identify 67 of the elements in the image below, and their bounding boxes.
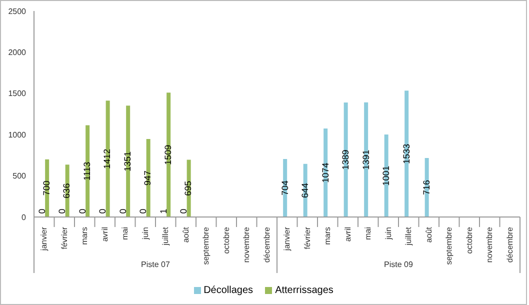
x-tick-label: avril	[100, 226, 110, 242]
y-tick-label: 1500	[8, 89, 27, 98]
x-tick-label: août	[181, 226, 190, 243]
data-label: 1389	[340, 150, 351, 170]
bar	[166, 92, 171, 217]
data-label: 947	[142, 170, 153, 186]
bar	[324, 128, 328, 217]
data-label: 1351	[122, 151, 132, 172]
data-label: 1533	[401, 144, 412, 164]
y-tick-label: 500	[12, 172, 27, 181]
x-tick-label: février	[302, 226, 312, 250]
data-label: 1509	[162, 144, 173, 165]
x-tick-label: novembre	[242, 226, 252, 263]
data-label: 0	[118, 208, 128, 214]
data-label: 0	[178, 208, 189, 214]
text: Piste 07	[141, 260, 171, 269]
legend-label: Décollages	[204, 284, 254, 296]
x-tick-label: décembre	[505, 226, 514, 263]
x-tick-label: janvier	[282, 226, 292, 252]
bar	[404, 90, 409, 217]
data-label: 0	[36, 208, 47, 214]
text: Piste 09	[384, 260, 414, 269]
bar	[364, 102, 368, 217]
x-tick-label: septembre	[444, 226, 454, 265]
x-tick-label: août	[424, 226, 434, 243]
data-label: 0	[98, 208, 108, 214]
data-label: 1074	[320, 162, 330, 183]
x-tick-label: octobre	[222, 226, 231, 254]
y-tick-label: 1000	[8, 130, 27, 140]
data-label: 1412	[102, 148, 112, 169]
x-tick-label: mars	[80, 227, 90, 245]
data-label: 695	[183, 180, 194, 196]
bar	[384, 134, 388, 217]
x-tick-label: janvier	[40, 226, 49, 252]
data-label: 636	[62, 183, 72, 198]
y-tick-label: 2500	[8, 6, 27, 16]
x-tick-label: avril	[343, 226, 352, 242]
data-label: 704	[280, 180, 290, 196]
x-tick-label: novembre	[485, 226, 494, 263]
x-tick-label: juillet	[404, 226, 414, 246]
bar	[344, 102, 348, 217]
data-label: 1113	[82, 162, 92, 180]
x-tick-label: février	[60, 226, 69, 250]
x-tick-label: juin	[384, 227, 393, 240]
x-tick-label: juin	[140, 227, 150, 240]
x-tick-label: septembre	[202, 226, 211, 265]
bar	[86, 125, 90, 217]
data-label: 1391	[360, 150, 371, 170]
data-label: 1001	[381, 166, 392, 186]
x-tick-label: mai	[364, 226, 373, 240]
x-tick-label: mai	[120, 226, 130, 240]
y-tick-label: 0	[22, 212, 27, 222]
x-tick-label: octobre	[464, 226, 474, 254]
data-label: 0	[138, 208, 148, 214]
legend-label: Atterrissages	[275, 284, 334, 296]
x-tick-label: mars	[323, 227, 332, 245]
x-tick-label: juillet	[161, 226, 170, 246]
data-label: 716	[422, 180, 432, 196]
data-label: 1	[158, 208, 168, 214]
data-label: 0	[57, 208, 68, 214]
data-label: 0	[77, 208, 88, 214]
data-label: 644	[300, 182, 310, 198]
data-label: 700	[41, 180, 52, 196]
x-tick-label: décembre	[262, 226, 272, 263]
bar	[126, 106, 130, 217]
bar	[106, 100, 110, 217]
y-tick-label: 2000	[8, 48, 27, 58]
